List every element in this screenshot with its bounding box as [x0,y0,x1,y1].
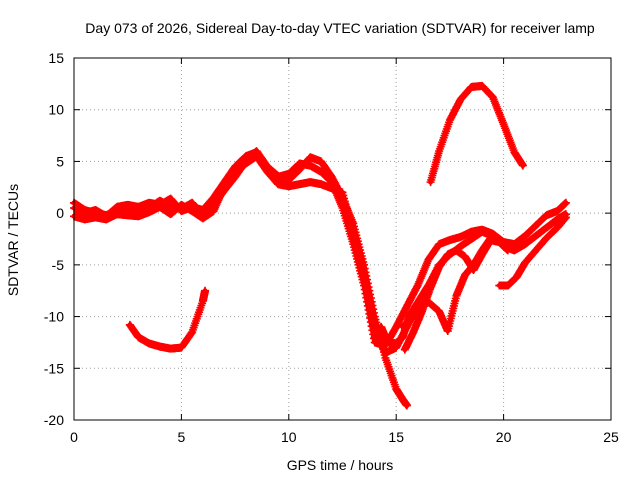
y-tick-label: -15 [44,360,64,376]
series-trace [71,148,410,409]
x-tick-label: 25 [603,429,619,445]
series-arc-late-3 [495,213,570,290]
data-series [70,81,570,410]
y-tick-label: 10 [48,102,64,118]
series-trace [71,153,569,356]
x-axis-label: GPS time / hours [287,457,394,473]
series-arc-late-4 [370,281,433,348]
series-arc-evening-peak [426,81,527,187]
y-tick-label: -20 [44,412,64,428]
series-arc-main-2 [70,152,570,357]
axis-ticks: 0 5 10 15 20 25 -20 -15 -10 -5 0 5 10 15 [44,50,619,445]
series-arc-morning [125,286,210,353]
y-tick-label: -10 [44,309,64,325]
x-tick-label: 15 [388,429,404,445]
series-arc-main-3 [70,148,570,350]
series-trace [71,149,569,349]
x-tick-label: 5 [178,429,186,445]
series-trace [496,214,569,289]
x-tick-label: 10 [281,429,297,445]
y-tick-label: 5 [56,153,64,169]
plot-frame [73,57,612,421]
x-tick-label: 20 [496,429,512,445]
y-tick-label: 15 [48,50,64,66]
y-axis-label: SDTVAR / TECUs [5,184,21,296]
chart-title: Day 073 of 2026, Sidereal Day-to-day VTE… [85,20,595,36]
series-trace [428,83,526,185]
series-trace [127,288,208,352]
y-tick-label: 0 [56,205,64,221]
x-tick-label: 0 [70,429,78,445]
y-tick-label: -5 [52,257,65,273]
series-trace [372,283,431,346]
